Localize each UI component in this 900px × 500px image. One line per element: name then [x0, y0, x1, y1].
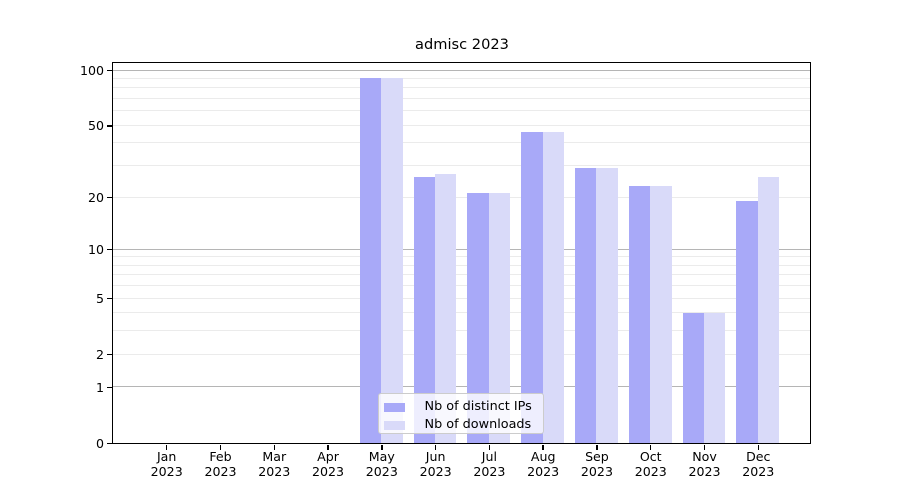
minor-gridline: [113, 330, 810, 332]
minor-gridline: [113, 285, 810, 287]
bar-sep-distinct_ips: [575, 168, 597, 443]
minor-gridline: [113, 353, 810, 355]
y-tick-label: 2: [95, 347, 104, 363]
bar-jun-downloads: [435, 173, 457, 443]
y-tick-label: 5: [95, 291, 104, 307]
x-tick-label-jul: Jul 2023: [473, 449, 506, 479]
bar-nov-downloads: [704, 312, 726, 443]
bar-oct-downloads: [650, 186, 672, 443]
minor-gridline: [113, 110, 810, 112]
x-tick-mark: [488, 444, 491, 450]
x-tick-label-may: May 2023: [365, 449, 398, 479]
bar-jun-distinct_ips: [413, 176, 436, 443]
y-tick-label: 0: [95, 436, 104, 451]
x-tick-label-nov: Nov 2023: [688, 449, 721, 479]
minor-gridline: [113, 98, 810, 100]
legend-swatch-distinct-ips: [384, 403, 405, 412]
x-tick-mark: [703, 444, 706, 450]
bar-nov-distinct_ips: [682, 312, 704, 443]
y-tick-label: 100: [79, 63, 104, 79]
x-tick-label-jan: Jan 2023: [150, 449, 183, 479]
x-tick-label-aug: Aug 2023: [527, 449, 560, 479]
bar-jul-distinct_ips: [467, 193, 489, 443]
bar-may-distinct_ips: [359, 77, 382, 443]
x-tick-mark: [166, 444, 168, 450]
bar-may-downloads: [381, 77, 403, 443]
y-tick-label: 50: [87, 118, 104, 134]
x-tick-label-oct: Oct 2023: [634, 449, 667, 479]
bar-dec-downloads: [757, 176, 780, 443]
major-gridline: [113, 248, 810, 250]
bar-oct-distinct_ips: [628, 186, 651, 443]
y-tick-label: 1: [95, 379, 104, 395]
x-tick-label-apr: Apr 2023: [312, 449, 345, 479]
legend-entry-downloads: Nb of downloads: [384, 417, 543, 435]
y-tick-mark: [107, 354, 112, 356]
y-tick-mark: [107, 442, 112, 445]
legend: Nb of distinct IPs Nb of downloads: [378, 392, 544, 435]
x-tick-mark: [434, 444, 437, 450]
legend-entry-distinct-ips: Nb of distinct IPs: [384, 399, 543, 417]
minor-gridline: [113, 78, 810, 80]
y-tick-label: 10: [87, 242, 104, 258]
minor-gridline: [113, 256, 810, 258]
x-tick-label-feb: Feb 2023: [204, 449, 237, 479]
bar-dec-distinct_ips: [736, 200, 758, 443]
legend-label-distinct-ips: Nb of distinct IPs: [424, 399, 532, 415]
x-tick-mark: [650, 444, 652, 450]
x-tick-label-jun: Jun 2023: [419, 449, 452, 479]
major-gridline: [113, 386, 810, 388]
minor-gridline: [113, 274, 810, 276]
y-tick-mark: [107, 125, 112, 127]
x-tick-mark: [542, 444, 544, 450]
bar-aug-downloads: [542, 131, 565, 443]
plot-area: [112, 61, 811, 444]
bar-jul-downloads: [488, 193, 511, 443]
legend-swatch-downloads: [384, 421, 405, 430]
y-tick-mark: [107, 196, 112, 199]
x-tick-mark: [757, 444, 759, 450]
y-tick-mark: [107, 249, 112, 251]
minor-gridline: [113, 264, 810, 266]
y-tick-mark: [107, 69, 112, 72]
y-tick-mark: [107, 386, 112, 389]
legend-label-downloads: Nb of downloads: [424, 417, 532, 433]
major-gridline: [113, 69, 810, 71]
x-tick-mark: [381, 444, 383, 450]
y-tick-label: 20: [87, 190, 104, 206]
minor-gridline: [113, 87, 810, 89]
x-tick-mark: [273, 444, 275, 450]
minor-gridline: [113, 142, 810, 144]
minor-gridline: [113, 165, 810, 167]
y-tick-mark: [107, 298, 112, 300]
bar-sep-downloads: [596, 168, 618, 443]
bar-aug-distinct_ips: [521, 131, 543, 443]
x-tick-mark: [327, 444, 329, 450]
x-tick-label-dec: Dec 2023: [742, 449, 775, 479]
x-tick-label-sep: Sep 2023: [580, 449, 613, 479]
minor-gridline: [113, 124, 810, 126]
x-tick-mark: [596, 444, 598, 450]
minor-gridline: [113, 297, 810, 299]
chart-title: admisc 2023: [415, 36, 509, 53]
minor-gridline: [113, 312, 810, 314]
x-tick-label-mar: Mar 2023: [258, 449, 291, 479]
x-tick-mark: [219, 444, 222, 450]
minor-gridline: [113, 196, 810, 198]
